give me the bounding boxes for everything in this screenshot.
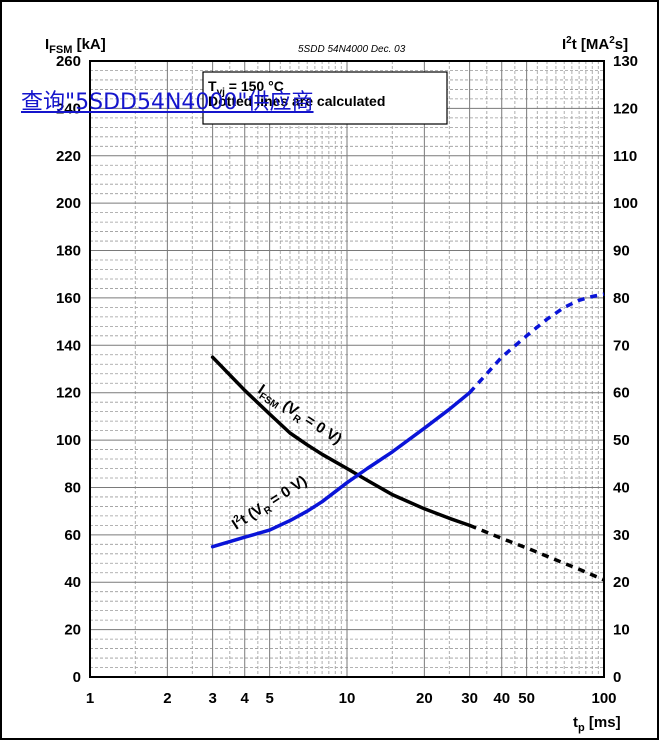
y-right-tick-label: 60 xyxy=(613,385,630,402)
document-code: 5SDD 54N4000 Dec. 03 xyxy=(298,44,406,55)
i2t-curve-dotted xyxy=(468,292,605,394)
x-tick-label: 3 xyxy=(208,690,216,707)
note-box xyxy=(202,71,448,125)
x-tick-label: 40 xyxy=(493,690,510,707)
axis-ticks: 0204060801001201401601802002202402600102… xyxy=(56,53,638,707)
y-right-tick-label: 100 xyxy=(613,195,638,212)
y-left-tick-label: 60 xyxy=(64,527,81,544)
y-right-tick-label: 40 xyxy=(613,479,630,496)
left-axis-title: IFSM [kA] xyxy=(45,36,106,56)
y-left-tick-label: 200 xyxy=(56,195,81,212)
y-left-tick-label: 120 xyxy=(56,385,81,402)
y-right-tick-label: 110 xyxy=(613,148,637,165)
x-tick-label: 50 xyxy=(518,690,535,707)
y-left-tick-label: 0 xyxy=(73,669,81,686)
y-left-tick-label: 80 xyxy=(64,479,81,496)
y-right-tick-label: 90 xyxy=(613,243,630,260)
y-right-tick-label: 80 xyxy=(613,290,630,307)
tvj-note: Tvj = 150 °C xyxy=(208,78,284,98)
y-right-tick-label: 30 xyxy=(613,527,630,544)
y-right-tick-label: 70 xyxy=(613,337,630,354)
y-left-tick-label: 20 xyxy=(64,622,81,639)
x-tick-label: 30 xyxy=(461,690,478,707)
y-right-tick-label: 0 xyxy=(613,669,621,686)
y-left-tick-label: 40 xyxy=(64,574,81,591)
x-tick-label: 10 xyxy=(339,690,356,707)
x-tick-label: 5 xyxy=(265,690,273,707)
y-right-tick-label: 50 xyxy=(613,432,630,449)
x-tick-label: 4 xyxy=(241,690,250,707)
x-tick-label: 100 xyxy=(591,690,616,707)
x-tick-label: 2 xyxy=(163,690,171,707)
i2t-curve-solid xyxy=(210,390,472,549)
ifsm-curve-solid xyxy=(210,355,472,528)
supplier-search-link[interactable]: 查询"5SDD54N4000"供应商 xyxy=(21,90,314,115)
curves xyxy=(210,292,605,582)
x-axis-title: tp [ms] xyxy=(573,714,621,734)
y-left-tick-label: 100 xyxy=(56,432,81,449)
y-left-tick-label: 220 xyxy=(56,148,81,165)
y-right-tick-label: 130 xyxy=(613,53,638,70)
plot-frame xyxy=(89,60,605,678)
y-right-tick-label: 120 xyxy=(613,100,638,117)
x-tick-label: 1 xyxy=(86,690,94,707)
grid xyxy=(89,60,605,678)
y-left-tick-label: 240 xyxy=(56,100,81,117)
right-axis-title: I2t [MA2s] xyxy=(562,35,628,53)
y-left-tick-label: 260 xyxy=(56,53,81,70)
y-left-tick-label: 140 xyxy=(56,337,81,354)
ifsm-curve-dotted xyxy=(468,523,605,582)
y-right-tick-label: 10 xyxy=(613,622,630,639)
y-left-tick-label: 160 xyxy=(56,290,81,307)
dotted-lines-note: Dotted lines are calculated xyxy=(208,93,385,109)
y-right-tick-label: 20 xyxy=(613,574,630,591)
x-tick-label: 20 xyxy=(416,690,433,707)
y-left-tick-label: 180 xyxy=(56,243,81,260)
